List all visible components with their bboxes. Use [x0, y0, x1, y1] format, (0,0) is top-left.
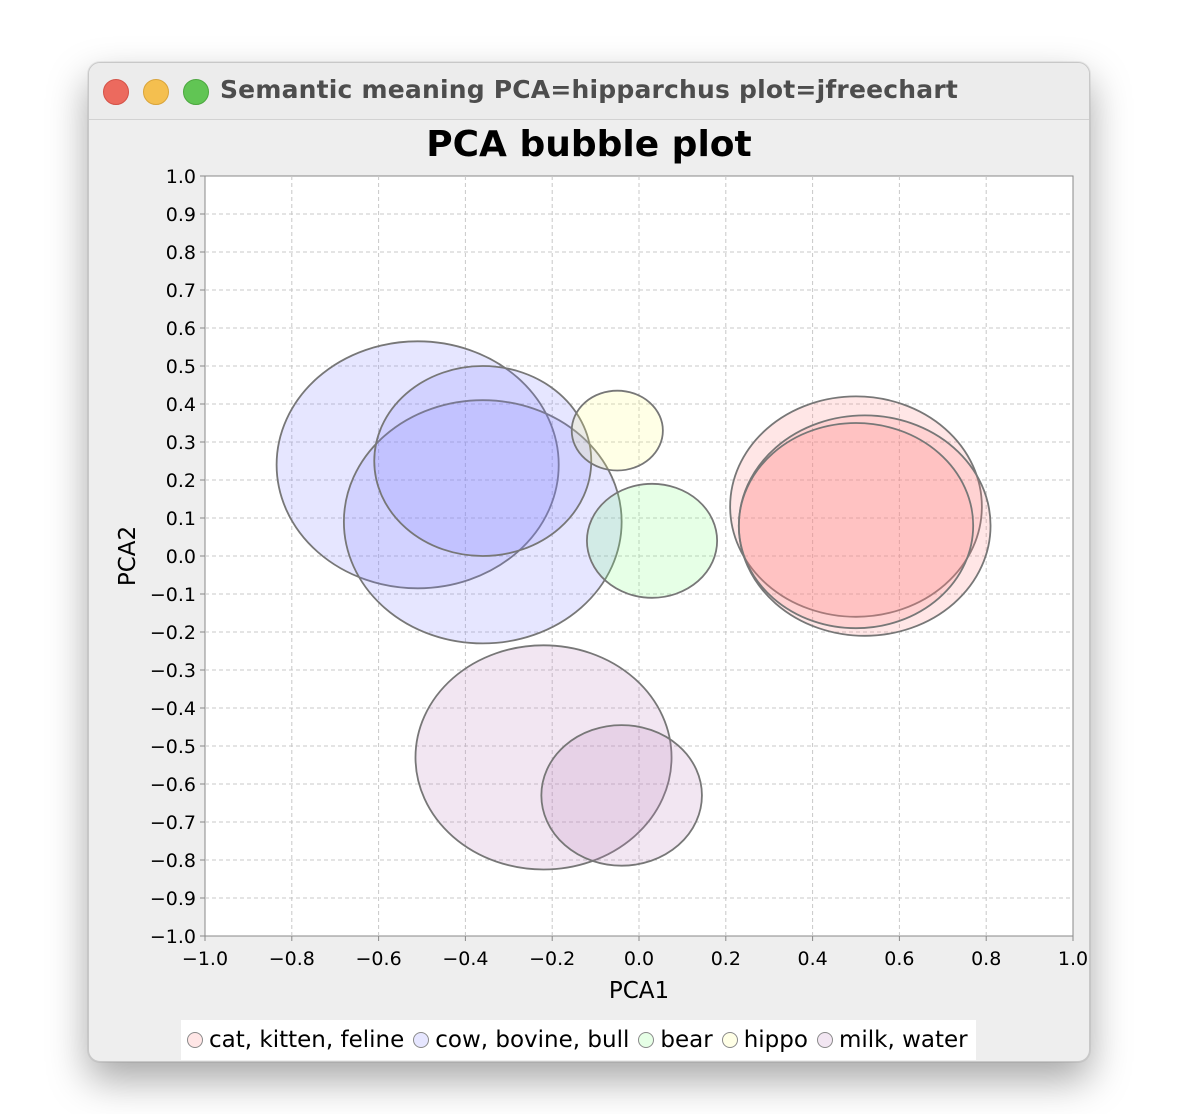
y-axis-label: PCA2	[115, 526, 141, 586]
x-tick-label: 1.0	[1058, 948, 1088, 970]
x-tick-label: −0.6	[356, 948, 402, 970]
legend-swatch	[187, 1032, 203, 1048]
chart-panel: PCA bubble plot −1.0 −0.8 −0.6 −0.4 −0.2 0.0 0…	[89, 120, 1089, 1061]
y-tick-label: 0.8	[166, 242, 196, 264]
close-window-button[interactable]	[103, 79, 129, 105]
y-tick-label: −0.5	[150, 736, 196, 758]
y-tick-label: −1.0	[150, 926, 196, 948]
y-tick-label: 0.2	[166, 470, 196, 492]
y-tick-label: 0.5	[166, 356, 196, 378]
x-tick-label: −0.4	[442, 948, 488, 970]
app-window: Semantic meaning PCA=hipparchus plot=jfr…	[88, 62, 1090, 1062]
x-tick-label: 0.2	[711, 948, 741, 970]
y-tick-label: −0.6	[150, 774, 196, 796]
bubble-series-2	[586, 482, 719, 599]
title-bar[interactable]: Semantic meaning PCA=hipparchus plot=jfr…	[89, 63, 1089, 120]
y-tick-label: 0.7	[166, 280, 196, 302]
x-tick-label: −0.2	[529, 948, 575, 970]
window-title: Semantic meaning PCA=hipparchus plot=jfr…	[219, 75, 959, 104]
chart-legend: cat, kitten, feline cow, bovine, bull bear…	[181, 1020, 976, 1060]
x-tick-label: 0.6	[884, 948, 914, 970]
grid-lines	[205, 176, 1073, 936]
maximize-window-button[interactable]	[183, 79, 209, 105]
bubble-series-0	[737, 422, 975, 630]
x-tick-label: −0.8	[269, 948, 315, 970]
x-tick-label: −1.0	[182, 948, 228, 970]
y-tick-label: −0.7	[150, 812, 196, 834]
y-tick-label: 0.4	[166, 394, 196, 416]
legend-item: milk, water	[816, 1027, 968, 1053]
y-tick-label: −0.9	[150, 888, 196, 910]
legend-label: cow, bovine, bull	[435, 1027, 630, 1053]
axis-ticks: −1.0 −0.8 −0.6 −0.4 −0.2 0.0 0.2 0.4 0.6 0.8 1.0 1.…	[150, 166, 1088, 970]
bubble-series-1	[275, 340, 560, 590]
bubble-series-4	[540, 724, 703, 867]
bubble-series-4	[414, 644, 673, 871]
legend-item: cat, kitten, feline	[187, 1027, 404, 1053]
minimize-window-button[interactable]	[143, 79, 169, 105]
y-tick-label: 0.0	[166, 546, 196, 568]
legend-swatch	[721, 1032, 738, 1048]
legend-swatch	[638, 1032, 655, 1048]
legend-label: cat, kitten, feline	[209, 1027, 405, 1053]
legend-label: milk, water	[838, 1027, 968, 1053]
y-tick-label: 1.0	[166, 166, 196, 188]
legend-swatch	[413, 1032, 430, 1048]
x-axis-label: PCA1	[609, 978, 669, 1004]
y-tick-label: 0.9	[166, 204, 196, 226]
legend-item: bear	[638, 1027, 713, 1053]
x-tick-label: 0.4	[797, 948, 827, 970]
y-tick-label: −0.2	[150, 622, 196, 644]
legend-swatch	[816, 1032, 833, 1048]
bubble-series-1	[342, 399, 623, 645]
bubble-chart: PCA bubble plot −1.0 −0.8 −0.6 −0.4 −0.2 0.0 0…	[115, 124, 1088, 1004]
bubble-series-1	[373, 365, 593, 557]
bubble-layer	[275, 340, 992, 871]
bubble-series-0	[729, 395, 983, 618]
bubble-series-3	[570, 389, 664, 472]
legend-item: cow, bovine, bull	[413, 1027, 629, 1053]
y-tick-label: −0.8	[150, 850, 196, 872]
y-tick-label: 0.3	[166, 432, 196, 454]
y-tick-label: 0.6	[166, 318, 196, 340]
y-tick-label: −0.4	[150, 698, 196, 720]
y-tick-label: 0.1	[166, 508, 196, 530]
y-tick-label: −0.1	[150, 584, 196, 606]
y-tick-label: −0.3	[150, 660, 196, 682]
legend-label: hippo	[743, 1027, 808, 1053]
chart-title: PCA bubble plot	[426, 124, 751, 165]
legend-label: bear	[660, 1027, 713, 1053]
x-tick-label: 0.8	[971, 948, 1001, 970]
legend-item: hippo	[721, 1027, 808, 1053]
x-tick-label: 0.0	[624, 948, 654, 970]
